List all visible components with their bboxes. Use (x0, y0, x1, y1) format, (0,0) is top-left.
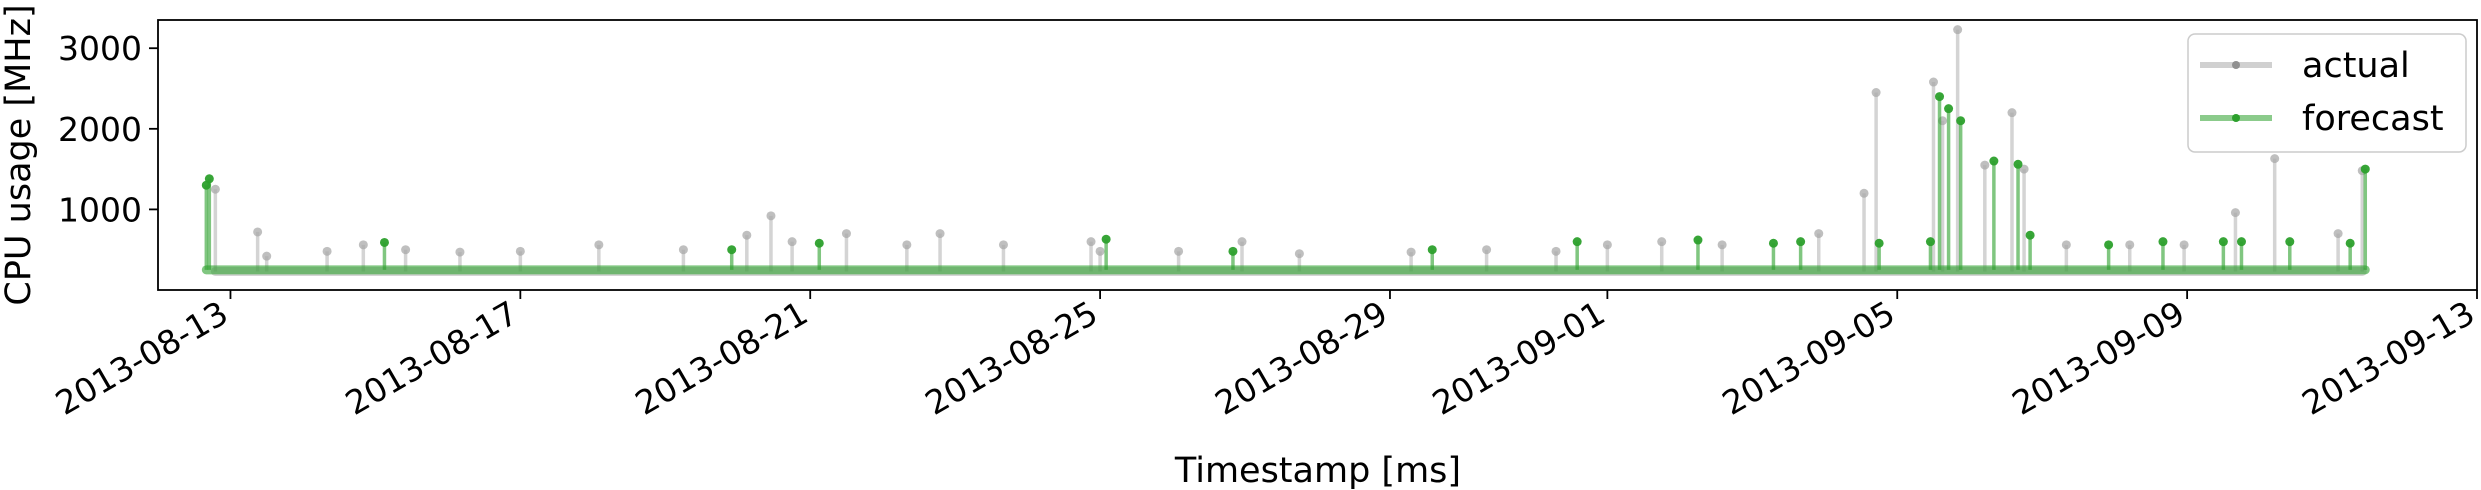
x-tick-label: 2013-08-25 (919, 293, 1105, 423)
legend-label-forecast: forecast (2302, 99, 2444, 139)
plot-area-frame (157, 19, 2478, 291)
data-point-forecast (1796, 237, 1806, 247)
x-tick-label: 2013-08-13 (49, 293, 235, 423)
data-point-actual (678, 245, 688, 255)
data-point-forecast (1874, 238, 1884, 248)
data-point-forecast (2158, 237, 2168, 247)
legend: actual forecast (2187, 33, 2467, 153)
data-point-actual (1871, 88, 1881, 98)
data-point-actual (766, 211, 776, 221)
data-point-forecast (1989, 156, 1999, 166)
x-tick-label: 2013-09-01 (1426, 293, 1612, 423)
x-tick-label: 2013-09-13 (2295, 293, 2481, 423)
legend-marker-forecast (2232, 114, 2240, 122)
data-point-actual (322, 246, 332, 256)
data-point-actual (742, 230, 752, 240)
data-point-forecast (1768, 238, 1778, 248)
data-point-actual (998, 240, 1008, 250)
data-point-actual (2007, 108, 2017, 118)
data-point-actual (2061, 240, 2071, 250)
legend-marker-actual (2232, 61, 2240, 69)
x-axis: 2013-08-13 2013-08-17 2013-08-21 2013-08-25… (49, 290, 2481, 423)
x-axis-label: Timestamp [ms] (1174, 451, 1461, 490)
x-tick-label: 2013-08-17 (339, 293, 525, 423)
data-point-actual (1980, 160, 1990, 170)
data-point-actual (1657, 237, 1667, 247)
data-point-actual (1086, 237, 1096, 247)
x-tick-label: 2013-09-09 (2006, 293, 2192, 423)
data-point-forecast (2345, 238, 2355, 248)
series-actual (210, 25, 2367, 276)
data-point-actual (1294, 249, 1304, 259)
data-point-actual (841, 229, 851, 239)
data-point-actual (2230, 208, 2240, 218)
data-point-forecast (1935, 92, 1945, 102)
data-point-forecast (204, 174, 214, 184)
data-point-forecast (2025, 230, 2035, 240)
y-tick-label: 2000 (58, 110, 142, 149)
x-tick-label: 2013-08-29 (1208, 293, 1394, 423)
data-point-actual (2019, 164, 2029, 174)
data-point-forecast (1228, 246, 1238, 256)
data-point-forecast (1427, 245, 1437, 255)
data-point-forecast (2013, 159, 2023, 169)
data-point-actual (2179, 240, 2189, 250)
data-point-actual (1482, 245, 1492, 255)
data-point-forecast (1956, 116, 1966, 126)
data-point-actual (1602, 240, 1612, 250)
data-point-forecast (2104, 240, 2114, 250)
data-point-actual (358, 240, 368, 250)
data-point-forecast (1693, 235, 1703, 245)
data-point-actual (787, 237, 797, 247)
data-point-forecast (1944, 104, 1954, 114)
data-point-actual (253, 227, 263, 237)
data-point-forecast (2218, 237, 2228, 247)
x-tick-label: 2013-09-05 (1716, 293, 1902, 423)
data-point-actual (2125, 240, 2135, 250)
data-point-actual (1551, 246, 1561, 256)
data-point-actual (935, 229, 945, 239)
data-point-actual (515, 246, 525, 256)
data-point-actual (1095, 246, 1105, 256)
y-tick-label: 3000 (58, 29, 142, 68)
data-point-forecast (1572, 237, 1582, 247)
series-forecast (201, 92, 2370, 275)
data-point-actual (1814, 229, 1824, 239)
data-point-actual (1953, 25, 1963, 35)
y-axis: 1000 2000 3000 (58, 29, 158, 229)
data-point-forecast (379, 237, 389, 247)
data-point-actual (1406, 247, 1416, 257)
data-point-actual (1237, 237, 1247, 247)
data-point-actual (262, 251, 272, 261)
x-tick-label: 2013-08-21 (629, 293, 815, 423)
data-point-actual (1928, 77, 1938, 87)
data-point-forecast (2285, 237, 2295, 247)
data-point-actual (902, 240, 912, 250)
data-point-actual (455, 247, 465, 257)
y-axis-label: CPU usage [MHz] (0, 4, 39, 305)
data-point-actual (1859, 188, 1869, 198)
data-point-actual (401, 245, 411, 255)
data-point-actual (594, 240, 604, 250)
data-point-forecast (2236, 237, 2246, 247)
data-point-forecast (1925, 237, 1935, 247)
data-point-actual (1717, 240, 1727, 250)
data-point-actual (2270, 154, 2280, 164)
data-point-forecast (1101, 234, 1111, 244)
data-point-forecast (727, 245, 737, 255)
data-point-actual (1174, 246, 1184, 256)
data-point-actual (2333, 229, 2343, 239)
y-tick-label: 1000 (58, 190, 142, 229)
legend-label-actual: actual (2302, 46, 2410, 86)
data-point-actual (210, 184, 220, 194)
data-point-forecast (2360, 164, 2370, 174)
data-point-forecast (814, 238, 824, 248)
